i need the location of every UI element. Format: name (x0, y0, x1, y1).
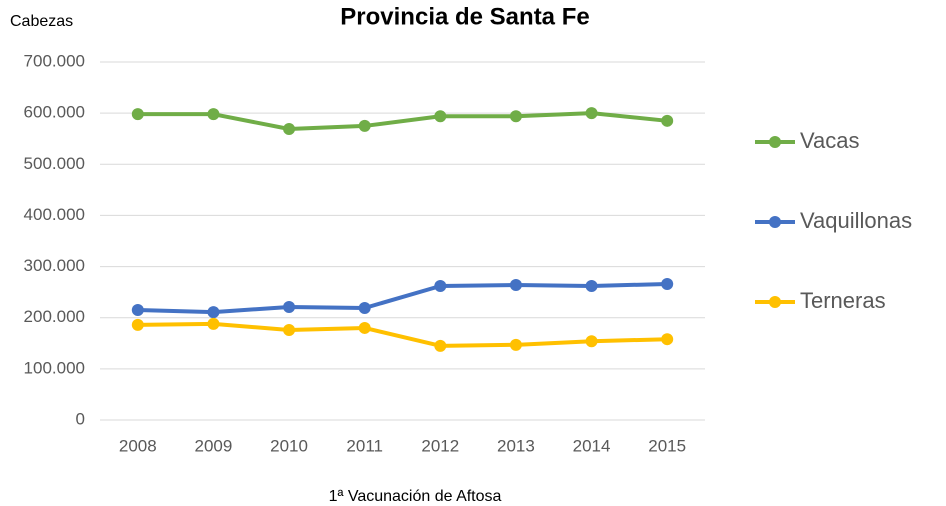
data-point (358, 321, 371, 334)
legend-label: Vacas (800, 128, 860, 153)
data-point (358, 119, 371, 132)
y-tick-label: 700.000 (24, 51, 85, 70)
legend-marker (769, 136, 781, 148)
data-point (509, 110, 522, 123)
y-tick-label: 0 (76, 409, 85, 428)
data-point (207, 306, 220, 319)
x-tick-label: 2015 (648, 436, 686, 455)
data-point (283, 323, 296, 336)
x-tick-label: 2009 (195, 436, 233, 455)
y-tick-label: 300.000 (24, 256, 85, 275)
data-point (434, 280, 447, 293)
y-tick-label: 500.000 (24, 154, 85, 173)
data-point (661, 277, 674, 290)
x-tick-label: 2014 (573, 436, 611, 455)
data-point (131, 318, 144, 331)
data-point (585, 107, 598, 120)
legend-marker (769, 216, 781, 228)
x-axis-label: 1ª Vacunación de Aftosa (329, 488, 502, 505)
data-point (283, 300, 296, 313)
x-tick-label: 2011 (346, 436, 383, 455)
data-point (661, 114, 674, 127)
legend-label: Vaquillonas (800, 208, 912, 233)
y-tick-label: 600.000 (24, 103, 85, 122)
data-point (358, 301, 371, 314)
x-tick-label: 2012 (421, 436, 459, 455)
series-line (137, 321, 668, 348)
data-point (585, 280, 598, 293)
data-point (434, 339, 447, 352)
data-point (207, 317, 220, 330)
data-point (434, 110, 447, 123)
legend-marker (769, 296, 781, 308)
data-point (131, 304, 144, 317)
x-tick-label: 2013 (497, 436, 535, 455)
data-point (207, 108, 220, 121)
y-tick-label: 400.000 (24, 205, 85, 224)
data-point (283, 122, 296, 135)
y-tick-label: 200.000 (24, 307, 85, 326)
y-axis-label: Cabezas (10, 13, 73, 30)
y-tick-label: 100.000 (24, 358, 85, 377)
data-point (509, 338, 522, 351)
data-point (585, 335, 598, 348)
series-line (137, 111, 668, 131)
series-line (137, 281, 668, 315)
data-point (131, 108, 144, 121)
legend-label: Terneras (800, 288, 886, 313)
data-point (661, 333, 674, 346)
x-tick-label: 2008 (119, 436, 157, 455)
x-tick-label: 2010 (270, 436, 308, 455)
data-point (509, 278, 522, 291)
chart-title: Provincia de Santa Fe (340, 3, 589, 30)
